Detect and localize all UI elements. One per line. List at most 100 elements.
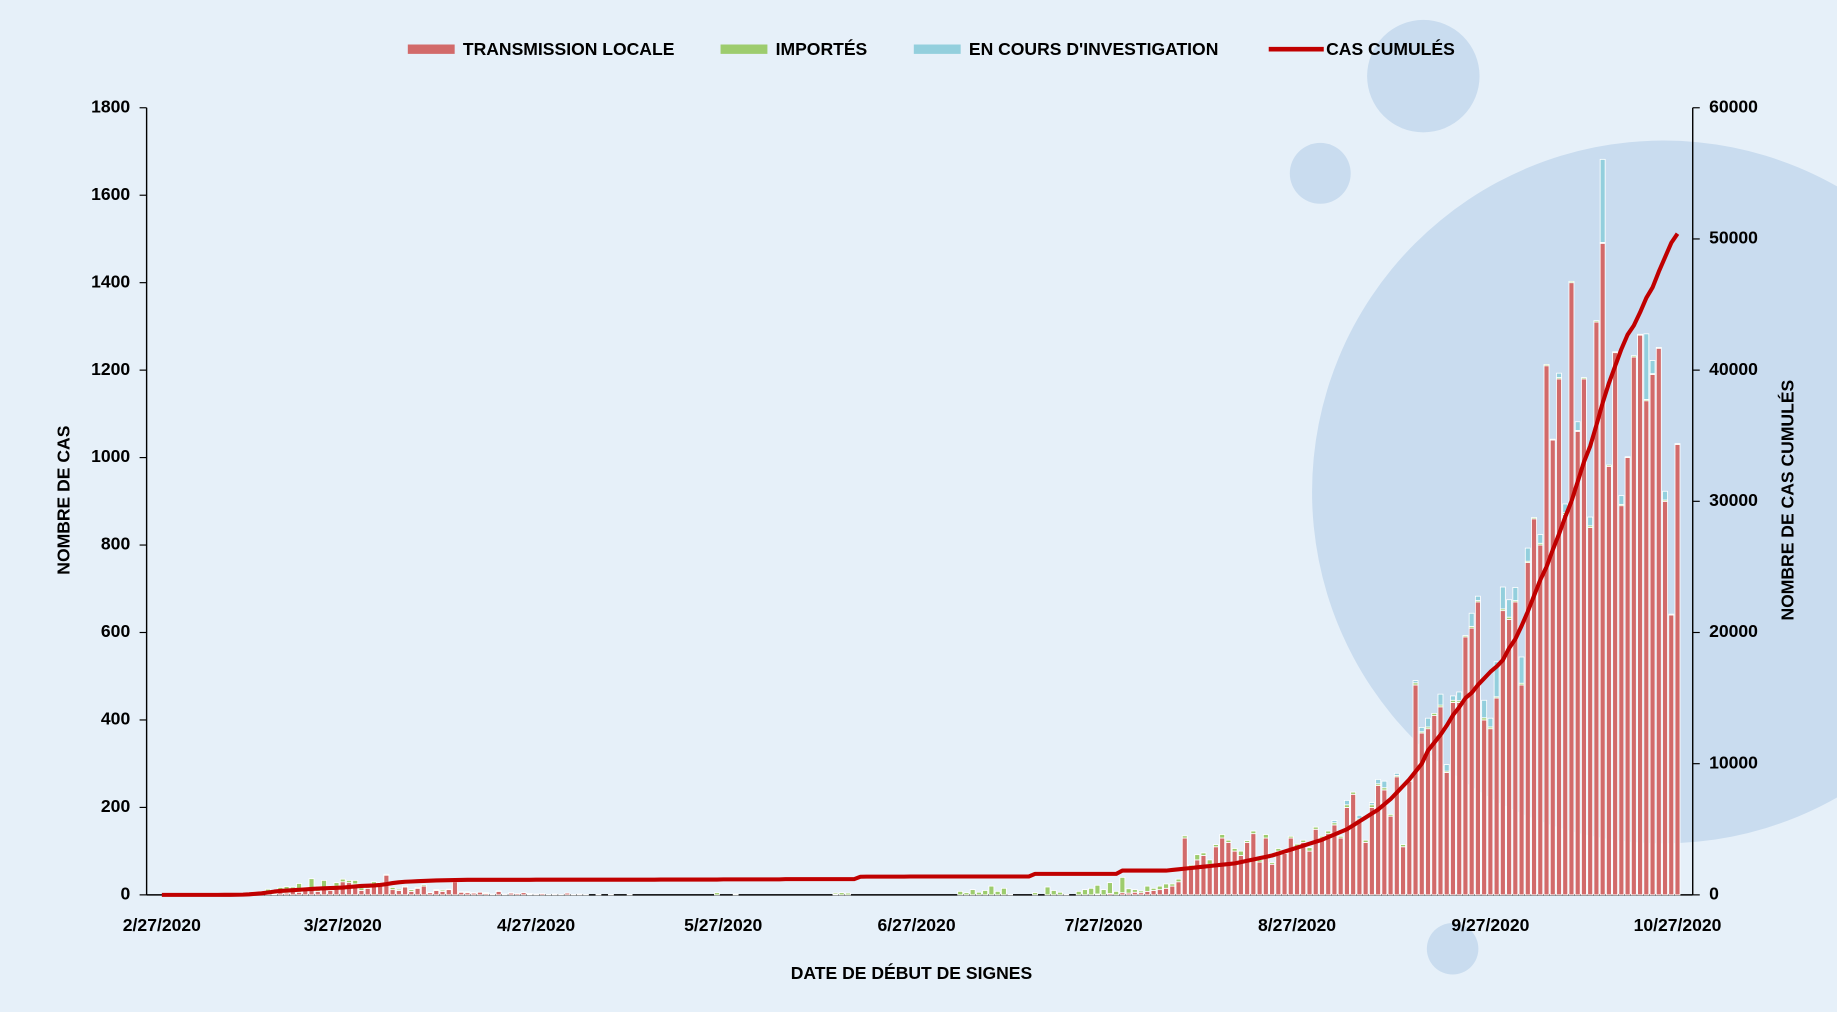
bar	[1362, 841, 1369, 896]
bar	[1144, 885, 1151, 892]
bar	[1113, 890, 1120, 896]
y-tick-label: 1200	[91, 359, 130, 379]
x-tick-label: 5/27/2020	[684, 915, 762, 935]
bar	[1262, 834, 1269, 839]
bar	[395, 888, 402, 891]
bar	[1312, 826, 1319, 830]
bar	[1475, 601, 1481, 896]
x-tick-label: 10/27/2020	[1634, 915, 1722, 935]
bar	[1456, 691, 1463, 702]
bar	[1531, 518, 1537, 896]
bar	[1493, 697, 1500, 896]
bar	[1649, 374, 1656, 896]
bar	[1556, 378, 1562, 896]
bar	[1400, 844, 1406, 848]
legend-label: TRANSMISSION LOCALE	[463, 39, 675, 59]
y-tick-label: 1000	[91, 446, 130, 466]
bar	[1188, 868, 1194, 896]
legend-swatch	[407, 44, 455, 54]
bar	[1643, 333, 1650, 400]
bar	[1637, 334, 1643, 896]
bar	[1032, 892, 1038, 896]
bar	[1125, 888, 1132, 894]
bar	[1624, 456, 1631, 458]
bar	[1300, 841, 1307, 896]
bar	[389, 887, 396, 891]
bar	[1100, 889, 1107, 896]
bar	[1593, 321, 1600, 896]
y-tick-label: 0	[120, 884, 130, 904]
bar	[1599, 242, 1606, 896]
bar	[520, 892, 527, 896]
bar	[1325, 833, 1332, 896]
bar	[439, 889, 446, 892]
bar	[1231, 850, 1238, 896]
bar	[1256, 861, 1263, 896]
bar	[327, 890, 334, 896]
bar	[1156, 885, 1163, 891]
bar	[1356, 814, 1363, 820]
bar	[1612, 352, 1619, 896]
bar	[1587, 527, 1594, 896]
bar	[1549, 439, 1556, 896]
y-tick-label: 1800	[91, 96, 130, 116]
bar	[1225, 841, 1232, 896]
bar	[1468, 627, 1475, 896]
bar	[1387, 815, 1394, 896]
bar	[1250, 830, 1257, 835]
bar	[339, 878, 346, 883]
x-tick-label: 2/27/2020	[123, 915, 201, 935]
bar	[1443, 764, 1450, 772]
bar	[1543, 364, 1550, 367]
bar	[1431, 712, 1438, 716]
bar	[1468, 612, 1475, 627]
bar	[445, 889, 452, 896]
bar	[1287, 837, 1294, 896]
bar	[982, 890, 989, 896]
bar	[439, 890, 446, 896]
bar	[1643, 400, 1650, 896]
y-tick-label: 400	[101, 709, 131, 729]
bar	[1574, 421, 1581, 431]
bar	[1425, 717, 1431, 728]
bar	[1456, 702, 1463, 896]
bar	[452, 881, 458, 896]
bar	[408, 889, 415, 892]
bar	[1250, 833, 1257, 896]
bar	[1475, 595, 1481, 601]
bar	[1094, 884, 1101, 895]
bar	[1637, 333, 1643, 336]
bar	[1294, 846, 1300, 896]
bar	[994, 890, 1001, 896]
bar	[1618, 505, 1625, 896]
bar	[576, 893, 583, 896]
bar	[1624, 457, 1631, 896]
bar	[1219, 834, 1226, 839]
bar	[1512, 601, 1519, 896]
bar	[1612, 351, 1619, 354]
bar	[533, 893, 539, 896]
bar	[433, 889, 440, 891]
x-tick-label: 9/27/2020	[1451, 915, 1529, 935]
bar	[1481, 699, 1488, 719]
bar	[1412, 684, 1419, 896]
bar	[1630, 355, 1637, 358]
bar	[1368, 807, 1375, 896]
bar	[1362, 839, 1369, 843]
bar	[1150, 890, 1157, 896]
bar	[1668, 614, 1675, 896]
bar	[1506, 599, 1512, 618]
bar	[1493, 661, 1500, 698]
bar	[1281, 852, 1288, 896]
bar	[489, 893, 496, 896]
bar	[1450, 695, 1456, 701]
bar	[1537, 534, 1544, 544]
bar	[1568, 282, 1575, 896]
bar	[963, 892, 970, 896]
bar	[1375, 779, 1382, 785]
bar	[1581, 377, 1587, 380]
bar	[1562, 514, 1569, 896]
bar	[1337, 837, 1344, 896]
bar	[477, 891, 483, 896]
